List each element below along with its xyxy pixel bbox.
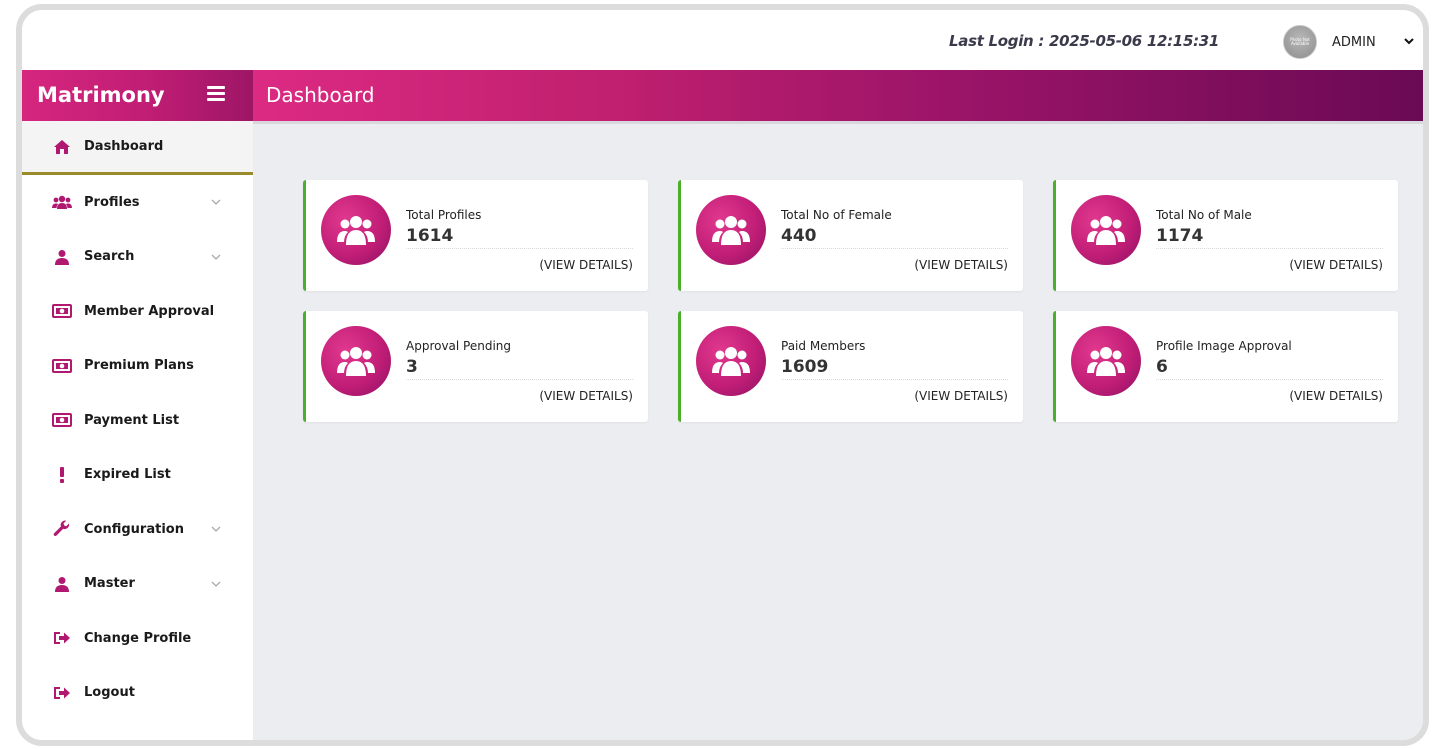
stat-card-total-profiles: Total Profiles 1614 (VIEW DETAILS) xyxy=(303,180,648,291)
sidebar-item-expired-list[interactable]: Expired List xyxy=(22,448,253,503)
users-icon xyxy=(321,195,391,265)
sidebar-item-label: Dashboard xyxy=(84,139,164,154)
stat-card-approval-pending: Approval Pending 3 (VIEW DETAILS) xyxy=(303,311,648,422)
money-icon xyxy=(52,357,72,375)
main-content: Total Profiles 1614 (VIEW DETAILS) Total… xyxy=(253,121,1423,740)
view-details-link[interactable]: (VIEW DETAILS) xyxy=(539,258,633,272)
exclamation-icon xyxy=(52,466,72,484)
sign-out-icon xyxy=(52,684,72,702)
stat-value: 1174 xyxy=(1156,226,1204,246)
brand-bar: Matrimony xyxy=(22,70,253,121)
chevron-down-icon[interactable] xyxy=(210,523,222,535)
view-details-link[interactable]: (VIEW DETAILS) xyxy=(539,389,633,403)
users-icon xyxy=(1071,195,1141,265)
sidebar-item-label: Member Approval xyxy=(84,303,215,319)
stat-label: Total Profiles xyxy=(406,208,482,222)
top-bar: Last Login : 2025-05-06 12:15:31 Photo N… xyxy=(22,10,1423,70)
app-window: Last Login : 2025-05-06 12:15:31 Photo N… xyxy=(16,4,1429,746)
stat-value: 3 xyxy=(406,357,418,377)
brand-logo-text[interactable]: Matrimony xyxy=(37,83,165,107)
money-icon xyxy=(52,411,72,429)
page-header: Dashboard xyxy=(253,70,1423,121)
sidebar-item-search[interactable]: Search xyxy=(22,230,253,285)
chevron-down-icon[interactable] xyxy=(210,196,222,208)
sign-out-icon xyxy=(52,629,72,647)
chevron-down-icon[interactable] xyxy=(210,251,222,263)
stat-value: 6 xyxy=(1156,357,1168,377)
user-icon xyxy=(52,575,72,593)
sidebar-item-profiles[interactable]: Profiles xyxy=(22,175,253,230)
stat-value: 1609 xyxy=(781,357,829,377)
users-icon xyxy=(696,326,766,396)
sidebar: Dashboard Profiles Search Member Approva… xyxy=(22,121,253,740)
home-icon xyxy=(52,138,72,156)
sidebar-item-label: Payment List xyxy=(84,412,180,428)
page-title: Dashboard xyxy=(266,83,375,107)
view-details-link[interactable]: (VIEW DETAILS) xyxy=(1289,389,1383,403)
sidebar-item-label: Master xyxy=(84,576,135,592)
sidebar-item-logout[interactable]: Logout xyxy=(22,666,253,721)
divider xyxy=(1156,379,1383,380)
stat-label: Paid Members xyxy=(781,339,866,353)
sidebar-item-label: Expired List xyxy=(84,467,171,483)
avatar[interactable]: Photo Not Available xyxy=(1283,25,1317,59)
sidebar-item-dashboard[interactable]: Dashboard xyxy=(22,121,253,175)
sidebar-item-label: Configuration xyxy=(84,521,184,537)
money-icon xyxy=(52,302,72,320)
divider xyxy=(781,379,1008,380)
view-details-link[interactable]: (VIEW DETAILS) xyxy=(914,389,1008,403)
last-login-text: Last Login : 2025-05-06 12:15:31 xyxy=(949,32,1220,50)
stat-card-profile-image-approval: Profile Image Approval 6 (VIEW DETAILS) xyxy=(1053,311,1398,422)
chevron-down-icon[interactable] xyxy=(1402,34,1416,48)
sidebar-item-member-approval[interactable]: Member Approval xyxy=(22,284,253,339)
divider xyxy=(406,379,633,380)
stat-label: Total No of Male xyxy=(1156,208,1252,222)
users-icon xyxy=(321,326,391,396)
view-details-link[interactable]: (VIEW DETAILS) xyxy=(1289,258,1383,272)
sidebar-item-label: Search xyxy=(84,249,135,265)
divider xyxy=(781,248,1008,249)
sidebar-item-master[interactable]: Master xyxy=(22,557,253,612)
stat-card-total-female: Total No of Female 440 (VIEW DETAILS) xyxy=(678,180,1023,291)
user-icon xyxy=(52,248,72,266)
sidebar-item-label: Premium Plans xyxy=(84,358,194,374)
stat-card-paid-members: Paid Members 1609 (VIEW DETAILS) xyxy=(678,311,1023,422)
avatar-placeholder-text: Photo Not Available xyxy=(1290,37,1310,46)
user-name[interactable]: ADMIN xyxy=(1332,35,1376,50)
sidebar-item-label: Profiles xyxy=(84,194,140,210)
sidebar-item-label: Logout xyxy=(84,685,135,701)
sidebar-item-configuration[interactable]: Configuration xyxy=(22,502,253,557)
chevron-down-icon[interactable] xyxy=(210,578,222,590)
stat-card-total-male: Total No of Male 1174 (VIEW DETAILS) xyxy=(1053,180,1398,291)
stat-label: Profile Image Approval xyxy=(1156,339,1292,353)
sidebar-item-payment-list[interactable]: Payment List xyxy=(22,393,253,448)
stat-value: 1614 xyxy=(406,226,454,246)
wrench-icon xyxy=(52,520,72,538)
users-icon xyxy=(696,195,766,265)
hamburger-menu-icon[interactable] xyxy=(207,86,225,104)
divider xyxy=(406,248,633,249)
sidebar-item-label: Change Profile xyxy=(84,630,192,646)
users-icon xyxy=(52,193,72,211)
divider xyxy=(1156,248,1383,249)
sidebar-item-premium-plans[interactable]: Premium Plans xyxy=(22,339,253,394)
stat-label: Total No of Female xyxy=(781,208,892,222)
view-details-link[interactable]: (VIEW DETAILS) xyxy=(914,258,1008,272)
users-icon xyxy=(1071,326,1141,396)
sidebar-item-change-profile[interactable]: Change Profile xyxy=(22,611,253,666)
stat-label: Approval Pending xyxy=(406,339,512,353)
stat-value: 440 xyxy=(781,226,817,246)
